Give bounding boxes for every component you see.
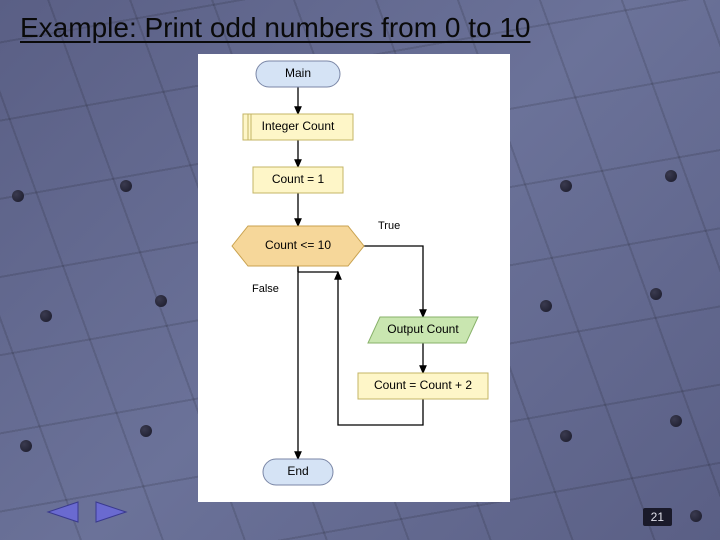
svg-text:Count <= 10: Count <= 10 (265, 238, 331, 252)
slide-title: Example: Print odd numbers from 0 to 10 (20, 12, 530, 44)
svg-text:Output Count: Output Count (387, 322, 459, 336)
svg-text:Count = Count + 2: Count = Count + 2 (374, 378, 472, 392)
svg-text:Main: Main (285, 66, 311, 80)
svg-text:End: End (287, 464, 308, 478)
svg-text:False: False (252, 283, 279, 295)
page-number: 21 (643, 508, 672, 526)
next-button[interactable] (94, 500, 128, 524)
svg-text:True: True (378, 220, 400, 232)
flowchart-canvas: Main Integer Count Count = 1 Count <= 10 Out… (198, 54, 510, 502)
svg-text:Integer Count: Integer Count (262, 119, 335, 133)
svg-text:Count = 1: Count = 1 (272, 172, 325, 186)
prev-button[interactable] (46, 500, 80, 524)
